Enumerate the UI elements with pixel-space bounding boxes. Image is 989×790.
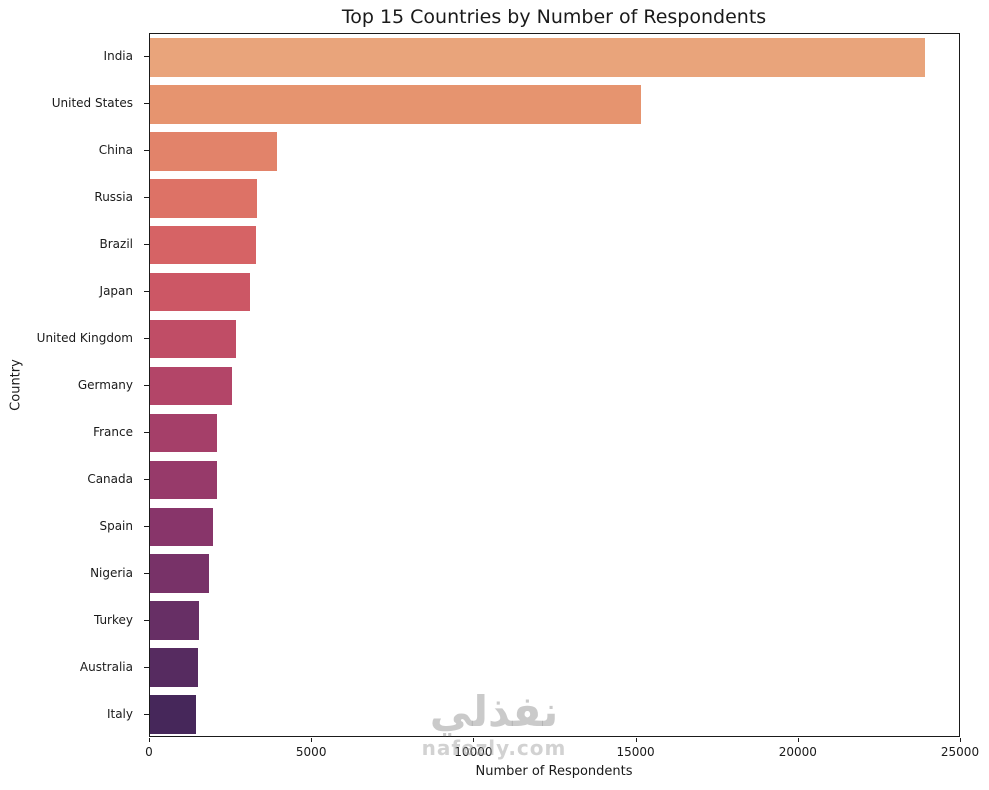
y-tick-mark: [144, 150, 149, 152]
y-tick-mark: [144, 619, 149, 621]
y-tick-mark: [144, 666, 149, 668]
y-tick-label-italy: Italy: [106, 706, 133, 721]
bar-france: [150, 413, 218, 453]
y-tick-label-brazil: Brazil: [99, 237, 134, 252]
y-tick-mark: [144, 525, 149, 527]
bar-russia: [150, 179, 258, 218]
y-tick-label-united-states: United States: [51, 96, 133, 111]
y-tick-label-spain: Spain: [99, 518, 133, 533]
bar-canada: [150, 460, 217, 500]
y-tick-mark: [144, 713, 149, 715]
y-tick-mark: [144, 56, 149, 58]
plot-area: [149, 33, 960, 737]
bar-italy: [150, 695, 197, 734]
bar-india: [150, 38, 926, 77]
x-tick-label-10000: 10000: [454, 745, 493, 759]
y-tick-mark: [144, 197, 149, 199]
bar-united-kingdom: [150, 319, 236, 359]
x-tick-mark: [311, 738, 313, 742]
y-tick-label-united-kingdom: United Kingdom: [36, 331, 133, 346]
x-axis-label: Number of Respondents: [475, 764, 633, 779]
chart-title: Top 15 Countries by Number of Respondent…: [341, 6, 767, 28]
y-tick-label-france: France: [93, 424, 133, 439]
y-tick-mark: [144, 291, 149, 293]
y-tick-label-nigeria: Nigeria: [90, 565, 133, 580]
y-tick-mark: [144, 478, 149, 480]
y-tick-label-russia: Russia: [94, 190, 133, 205]
x-tick-label-25000: 25000: [940, 745, 980, 759]
y-tick-label-germany: Germany: [77, 378, 133, 392]
x-tick-mark: [797, 738, 799, 742]
x-tick-mark: [149, 738, 150, 742]
x-tick-label-0: 0: [145, 745, 153, 759]
y-tick-label-turkey: Turkey: [93, 612, 133, 627]
bar-turkey: [150, 601, 199, 640]
y-tick-mark: [144, 338, 149, 340]
bar-united-states: [150, 85, 642, 124]
bar-brazil: [150, 225, 257, 265]
bar-australia: [150, 648, 198, 687]
x-tick-mark: [635, 738, 637, 742]
y-tick-mark: [144, 572, 149, 574]
bar-spain: [150, 507, 214, 547]
x-tick-label-5000: 5000: [295, 745, 327, 759]
y-tick-label-japan: Japan: [99, 284, 133, 299]
y-tick-label-china: China: [98, 143, 133, 158]
x-tick-label-15000: 15000: [616, 745, 655, 759]
bar-germany: [150, 366, 232, 406]
y-tick-label-india: India: [103, 49, 133, 64]
y-tick-mark: [144, 103, 149, 105]
y-tick-mark: [144, 431, 149, 433]
bar-china: [150, 132, 277, 171]
x-tick-label-20000: 20000: [778, 745, 817, 759]
y-tick-mark: [144, 385, 149, 386]
watermark-latin-text: nafezly.com: [421, 736, 567, 761]
bar-nigeria: [150, 554, 210, 593]
bar-japan: [150, 272, 250, 312]
y-tick-mark: [144, 244, 149, 246]
x-tick-mark: [473, 738, 475, 742]
y-tick-label-australia: Australia: [79, 659, 133, 674]
x-tick-mark: [960, 738, 961, 742]
y-tick-label-canada: Canada: [87, 471, 133, 486]
